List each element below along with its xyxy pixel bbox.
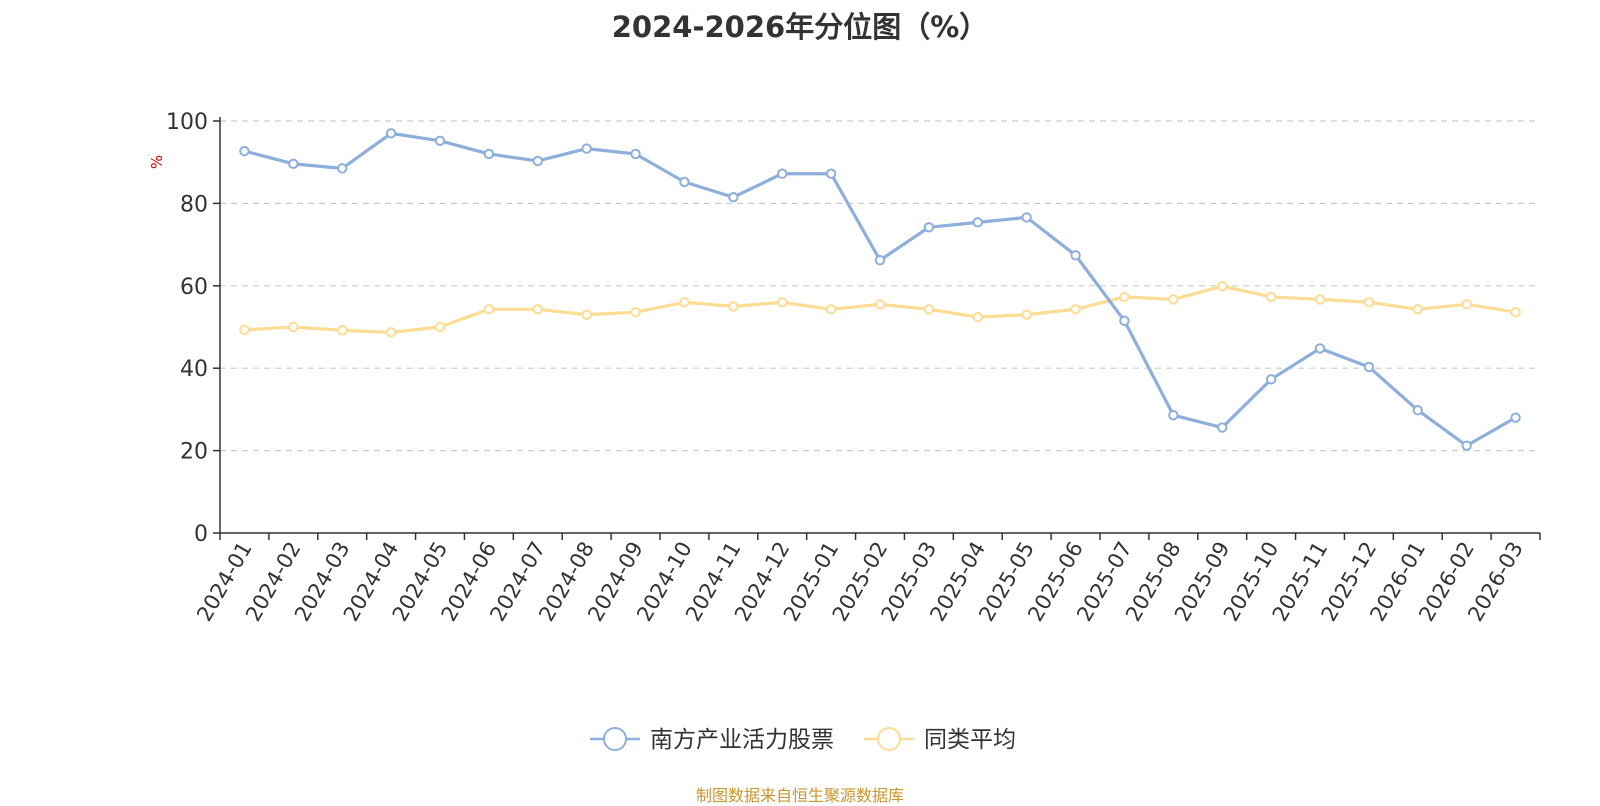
y-tick-label: 40 bbox=[180, 357, 208, 382]
data-point bbox=[679, 176, 690, 188]
data-point bbox=[385, 327, 397, 338]
data-point bbox=[288, 321, 299, 333]
data-point bbox=[1021, 309, 1032, 320]
data-point bbox=[288, 158, 299, 170]
data-point bbox=[1510, 306, 1521, 318]
data-point bbox=[874, 255, 886, 266]
data-point bbox=[1412, 304, 1423, 315]
data-point bbox=[1265, 291, 1277, 303]
y-tick-label: 0 bbox=[194, 522, 208, 547]
legend-marker bbox=[877, 727, 901, 751]
legend-marker bbox=[603, 727, 627, 751]
data-point bbox=[1217, 281, 1228, 292]
data-point bbox=[1070, 304, 1081, 315]
data-point bbox=[1265, 374, 1277, 385]
series-line bbox=[244, 131, 1517, 448]
data-point bbox=[972, 311, 983, 323]
legend-label: 同类平均 bbox=[924, 727, 1016, 753]
data-point bbox=[825, 168, 837, 179]
data-point bbox=[874, 299, 886, 310]
data-point bbox=[1363, 361, 1375, 373]
data-point bbox=[777, 297, 788, 308]
data-point bbox=[1168, 294, 1179, 305]
y-tick-label: 100 bbox=[166, 110, 208, 135]
data-point bbox=[972, 217, 983, 228]
data-point bbox=[483, 148, 495, 160]
data-point bbox=[532, 304, 543, 315]
data-point bbox=[1119, 291, 1130, 303]
data-point bbox=[679, 297, 690, 308]
data-point bbox=[1314, 343, 1326, 354]
data-point bbox=[532, 155, 543, 167]
data-point bbox=[630, 306, 641, 318]
data-point bbox=[777, 168, 788, 179]
data-point bbox=[239, 324, 250, 336]
data-source-note: 制图数据来自恒生聚源数据库 bbox=[695, 786, 904, 805]
chart-title: 2024-2026年分位图（%） bbox=[611, 10, 989, 44]
y-tick-label: 80 bbox=[180, 192, 208, 217]
data-point bbox=[337, 325, 348, 336]
legend-label: 南方产业活力股票 bbox=[650, 727, 834, 753]
data-point bbox=[1461, 299, 1472, 310]
data-point bbox=[1119, 315, 1130, 327]
data-point bbox=[385, 128, 397, 139]
data-point bbox=[1412, 405, 1423, 416]
grid-lines bbox=[220, 120, 1540, 452]
data-point bbox=[581, 143, 592, 154]
data-point bbox=[1510, 412, 1521, 423]
data-point bbox=[239, 145, 250, 157]
data-point bbox=[1461, 440, 1472, 451]
data-point bbox=[483, 304, 495, 315]
data-point bbox=[728, 192, 739, 203]
y-axis-unit-label: % bbox=[148, 155, 166, 169]
data-point bbox=[1021, 212, 1032, 223]
data-point bbox=[581, 309, 592, 320]
data-point bbox=[825, 304, 837, 315]
y-tick-label: 20 bbox=[180, 440, 208, 465]
data-point bbox=[1168, 409, 1179, 421]
data-point bbox=[923, 304, 935, 315]
series bbox=[239, 128, 1521, 451]
y-tick-label: 60 bbox=[180, 275, 208, 300]
data-point bbox=[1314, 294, 1326, 305]
data-point bbox=[337, 163, 348, 174]
legend: 南方产业活力股票 同类平均 bbox=[590, 727, 1016, 753]
data-point bbox=[923, 222, 935, 233]
data-point bbox=[630, 148, 641, 160]
data-point bbox=[1363, 297, 1375, 308]
data-point bbox=[1070, 250, 1081, 261]
data-point bbox=[728, 301, 739, 312]
data-point bbox=[434, 321, 446, 333]
data-point bbox=[434, 135, 446, 146]
data-point bbox=[1217, 422, 1228, 433]
